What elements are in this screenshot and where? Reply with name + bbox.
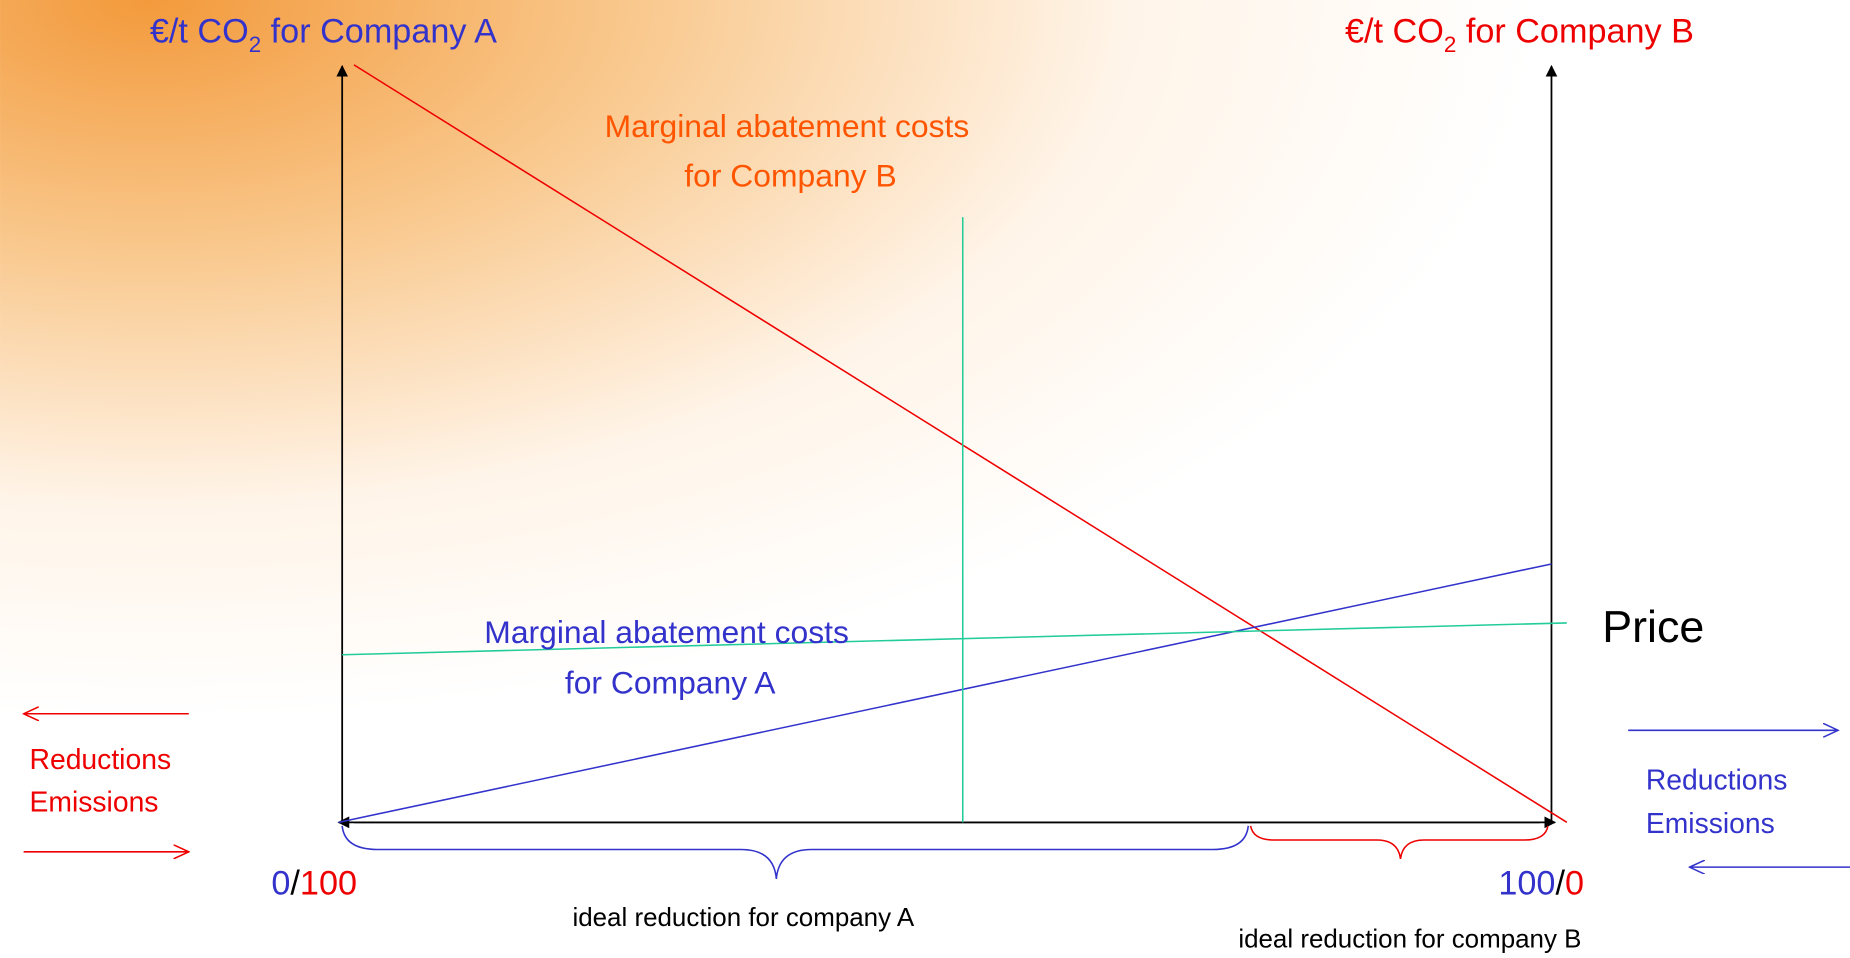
mac-a-line: [338, 563, 1552, 824]
left-side-label: Emissions: [30, 786, 159, 818]
mac-a-label: Marginal abatement costs: [484, 614, 849, 650]
subscript: 2: [1444, 32, 1456, 57]
label-part: for Company A: [261, 12, 497, 50]
mac-b-label: for Company B: [684, 157, 896, 193]
left-side-label: Reductions: [30, 743, 172, 775]
price-label: Price: [1602, 601, 1704, 652]
brace-a-label: ideal reduction for company A: [572, 904, 914, 932]
label-part: 100: [300, 864, 357, 902]
label-part: €/t CO: [1345, 12, 1444, 50]
label-part: 100: [1498, 864, 1555, 902]
label-part: /: [1555, 864, 1565, 902]
x-left-label: 0/100: [271, 864, 357, 902]
price-line: [342, 622, 1567, 656]
brace-b: [1249, 825, 1549, 860]
right-axis-label: €/t CO2 for Company B: [1345, 12, 1694, 56]
mac-b-line: [353, 64, 1568, 823]
label-part: /: [290, 864, 300, 902]
right-side-label: Reductions: [1646, 763, 1788, 795]
subscript: 2: [249, 32, 261, 57]
label-part: 0: [1565, 864, 1584, 902]
mac-b-label: Marginal abatement costs: [605, 108, 970, 144]
right-side-label: Emissions: [1646, 807, 1775, 839]
brace-a: [341, 825, 1250, 880]
label-part: €/t CO: [150, 12, 249, 50]
mac-a-label: for Company A: [565, 665, 776, 701]
x-right-label: 100/0: [1498, 864, 1584, 902]
label-part: 0: [271, 864, 290, 902]
brace-b-label: ideal reduction for company B: [1238, 925, 1581, 953]
left-axis-label: €/t CO2 for Company A: [150, 12, 497, 56]
label-part: for Company B: [1456, 12, 1694, 50]
